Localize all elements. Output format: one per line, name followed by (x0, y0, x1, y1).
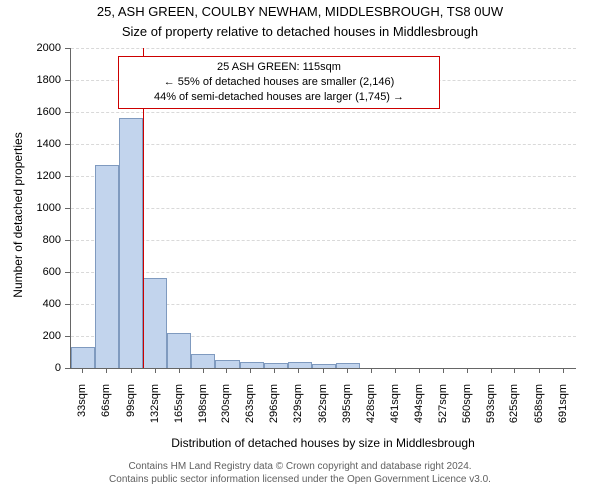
y-tick-mark (65, 272, 70, 273)
x-tick-label: 691sqm (557, 384, 569, 434)
y-tick-mark (65, 208, 70, 209)
attribution-footer: Contains HM Land Registry data © Crown c… (0, 460, 600, 486)
x-tick-label: 428sqm (365, 384, 377, 434)
y-tick-mark (65, 240, 70, 241)
x-tick-label: 362sqm (317, 384, 329, 434)
x-tick-mark (250, 368, 251, 373)
footer-line-2: Contains public sector information licen… (0, 473, 600, 486)
x-tick-mark (539, 368, 540, 373)
y-tick-label: 1600 (0, 106, 61, 118)
x-tick-label: 230sqm (220, 384, 232, 434)
y-tick-label: 2000 (0, 42, 61, 54)
x-tick-label: 395sqm (341, 384, 353, 434)
x-tick-mark (371, 368, 372, 373)
grid-line (71, 144, 576, 145)
x-tick-label: 329sqm (292, 384, 304, 434)
x-tick-mark (467, 368, 468, 373)
grid-line (71, 112, 576, 113)
grid-line (71, 176, 576, 177)
x-tick-label: 593sqm (485, 384, 497, 434)
histogram-bar (95, 165, 119, 368)
y-tick-label: 200 (0, 330, 61, 342)
grid-line (71, 208, 576, 209)
x-tick-label: 625sqm (508, 384, 520, 434)
y-tick-label: 400 (0, 298, 61, 310)
y-tick-mark (65, 368, 70, 369)
chart-title: 25, ASH GREEN, COULBY NEWHAM, MIDDLESBRO… (0, 0, 600, 20)
histogram-bar (288, 362, 312, 368)
x-tick-mark (226, 368, 227, 373)
y-tick-label: 800 (0, 234, 61, 246)
chart-subtitle: Size of property relative to detached ho… (0, 20, 600, 40)
annotation-box: 25 ASH GREEN: 115sqm← 55% of detached ho… (118, 56, 440, 109)
y-tick-label: 1000 (0, 202, 61, 214)
x-tick-label: 494sqm (413, 384, 425, 434)
x-tick-mark (106, 368, 107, 373)
x-tick-label: 263sqm (244, 384, 256, 434)
x-tick-label: 461sqm (389, 384, 401, 434)
y-tick-label: 1800 (0, 74, 61, 86)
x-tick-mark (82, 368, 83, 373)
y-tick-mark (65, 176, 70, 177)
x-tick-mark (131, 368, 132, 373)
x-tick-label: 99sqm (125, 384, 137, 434)
x-tick-label: 296sqm (268, 384, 280, 434)
x-tick-mark (395, 368, 396, 373)
x-tick-mark (298, 368, 299, 373)
y-tick-mark (65, 144, 70, 145)
x-tick-mark (563, 368, 564, 373)
x-axis-label: Distribution of detached houses by size … (73, 436, 573, 450)
grid-line (71, 48, 576, 49)
x-tick-label: 66sqm (100, 384, 112, 434)
x-tick-mark (347, 368, 348, 373)
x-tick-mark (203, 368, 204, 373)
histogram-bar (191, 354, 215, 368)
y-tick-mark (65, 80, 70, 81)
x-tick-label: 165sqm (173, 384, 185, 434)
histogram-bar (264, 363, 288, 368)
x-tick-mark (419, 368, 420, 373)
x-tick-mark (155, 368, 156, 373)
y-tick-mark (65, 336, 70, 337)
grid-line (71, 272, 576, 273)
x-tick-mark (491, 368, 492, 373)
y-tick-label: 1200 (0, 170, 61, 182)
x-tick-mark (274, 368, 275, 373)
histogram-bar (143, 278, 167, 368)
grid-line (71, 240, 576, 241)
histogram-bar (119, 118, 143, 368)
y-tick-label: 1400 (0, 138, 61, 150)
x-tick-label: 33sqm (76, 384, 88, 434)
histogram-bar (336, 363, 360, 368)
histogram-bar (167, 333, 191, 368)
y-tick-label: 0 (0, 362, 61, 374)
annotation-line: 25 ASH GREEN: 115sqm (123, 60, 435, 75)
y-tick-mark (65, 48, 70, 49)
histogram-bar (71, 347, 95, 368)
x-tick-label: 560sqm (461, 384, 473, 434)
footer-line-1: Contains HM Land Registry data © Crown c… (0, 460, 600, 473)
x-tick-mark (179, 368, 180, 373)
annotation-line: 44% of semi-detached houses are larger (… (123, 90, 435, 105)
histogram-bar (240, 362, 264, 368)
x-tick-mark (323, 368, 324, 373)
x-tick-mark (514, 368, 515, 373)
histogram-bar (312, 364, 336, 368)
y-tick-mark (65, 304, 70, 305)
x-tick-mark (443, 368, 444, 373)
x-tick-label: 527sqm (437, 384, 449, 434)
y-tick-mark (65, 112, 70, 113)
annotation-line: ← 55% of detached houses are smaller (2,… (123, 75, 435, 90)
x-tick-label: 132sqm (149, 384, 161, 434)
y-tick-label: 600 (0, 266, 61, 278)
histogram-bar (215, 360, 239, 368)
x-tick-label: 198sqm (197, 384, 209, 434)
x-tick-label: 658sqm (533, 384, 545, 434)
